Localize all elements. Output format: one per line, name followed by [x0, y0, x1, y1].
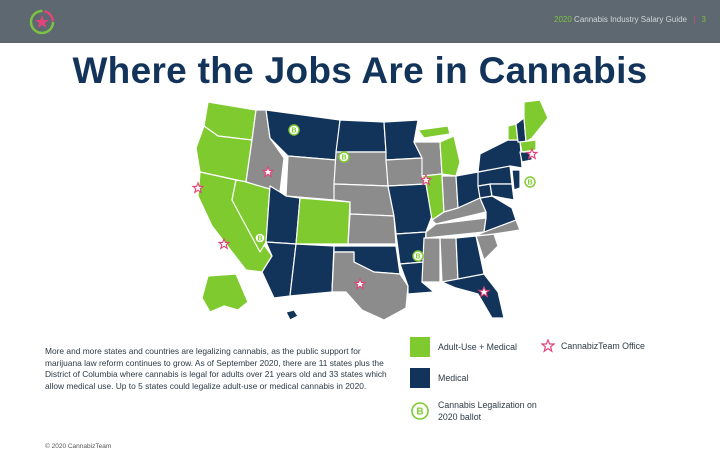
state-md — [489, 183, 515, 201]
state-tx — [331, 251, 409, 321]
ballot-marker-az: B — [254, 232, 266, 244]
legend-adult-use: Adult-Use + Medical — [410, 337, 517, 357]
state-mi — [439, 135, 461, 177]
guide-year: 2020 — [554, 15, 572, 24]
legend-ballot-label: Cannabis Legalization on 2020 ballot — [438, 400, 537, 422]
state-ak — [201, 273, 249, 313]
state-ia — [385, 157, 427, 187]
state-mo — [387, 183, 433, 235]
legend-medical: Medical — [410, 368, 468, 388]
state-ma — [519, 139, 537, 153]
state-nd — [335, 119, 387, 153]
state-nj — [511, 169, 521, 191]
medical-swatch — [410, 368, 430, 388]
state-va — [479, 195, 517, 233]
svg-text:B: B — [415, 254, 420, 261]
svg-text:B: B — [257, 236, 262, 243]
page-title: Where the Jobs Are in Cannabis — [72, 50, 648, 91]
state-me — [523, 99, 549, 143]
state-wy — [285, 155, 337, 201]
ballot-marker-mt: B — [288, 124, 300, 136]
svg-text:B: B — [416, 407, 423, 418]
guide-name: Cannabis Industry Salary Guide — [574, 15, 687, 24]
page-number: 3 — [701, 15, 706, 24]
state-hi — [285, 309, 299, 321]
svg-text:B: B — [527, 180, 532, 187]
guide-title: 2020 Cannabis Industry Salary Guide | 3 — [554, 15, 706, 24]
header-bar: 2020 Cannabis Industry Salary Guide | 3 — [0, 0, 720, 43]
adult-use-swatch — [410, 337, 430, 357]
ballot-marker-sd: B — [338, 151, 350, 163]
state-ms — [421, 237, 441, 283]
cannabizteam-logo-icon — [29, 9, 55, 35]
ballot-markers: B B B B B — [254, 124, 536, 262]
state-fl — [441, 273, 505, 319]
ballot-b-icon: B — [411, 402, 429, 420]
description-text: More and more states and countries are l… — [45, 346, 387, 391]
legend-ballot: B Cannabis Legalization on 2020 ballot — [410, 399, 558, 423]
legend-medical-label: Medical — [438, 373, 469, 383]
legend-office: CannabizTeam Office — [541, 339, 645, 353]
state-nm — [289, 243, 335, 297]
legend-adult-use-label: Adult-Use + Medical — [438, 342, 517, 352]
ballot-marker-nj: B — [524, 176, 536, 188]
state-mi-up — [417, 125, 451, 139]
state-al — [439, 237, 459, 283]
state-co — [295, 197, 351, 245]
us-cannabis-map: B B B B B — [192, 99, 549, 321]
office-star-icon — [541, 339, 555, 353]
state-ny — [477, 139, 523, 173]
copyright-footer: © 2020 CannabizTeam — [45, 443, 112, 450]
state-in — [441, 175, 459, 213]
ballot-marker-ms: B — [412, 250, 424, 262]
legend-office-label: CannabizTeam Office — [561, 341, 645, 351]
svg-text:B: B — [341, 155, 346, 162]
state-ks — [347, 213, 397, 245]
state-mn — [383, 119, 423, 161]
svg-text:B: B — [291, 128, 296, 135]
